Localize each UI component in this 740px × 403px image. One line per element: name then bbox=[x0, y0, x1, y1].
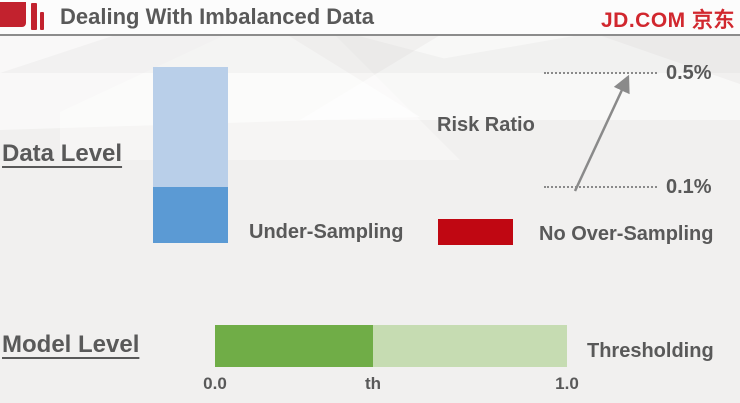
logo-mark-icon bbox=[40, 12, 44, 30]
model-level-label: Model Level bbox=[2, 331, 140, 358]
risk-ratio-low-value: 0.1% bbox=[666, 176, 712, 198]
axis-tick-end: 1.0 bbox=[555, 374, 579, 393]
logo-mark-icon bbox=[31, 3, 37, 30]
logo-mark-icon bbox=[0, 2, 26, 27]
risk-increase-arrow-icon bbox=[573, 74, 630, 192]
risk-ratio-high-value: 0.5% bbox=[666, 62, 712, 84]
under-sampling-bar bbox=[153, 67, 228, 243]
risk-ratio-low-leader-line bbox=[544, 186, 657, 188]
thresholding-bar-above-threshold-segment bbox=[373, 325, 567, 367]
slide-title: Dealing With Imbalanced Data bbox=[60, 4, 374, 29]
axis-tick-start: 0.0 bbox=[203, 374, 227, 393]
under-sampling-label: Under-Sampling bbox=[249, 221, 404, 243]
risk-ratio-label: Risk Ratio bbox=[437, 114, 535, 136]
jd-com-logo: JD.COM 京东 bbox=[600, 9, 735, 32]
thresholding-bar-below-threshold-segment bbox=[215, 325, 373, 367]
thresholding-bar bbox=[215, 325, 567, 367]
no-over-sampling-bar bbox=[438, 219, 513, 245]
under-sampling-bar-kept-segment bbox=[153, 187, 228, 243]
axis-tick-threshold: th bbox=[364, 374, 382, 393]
data-level-label: Data Level bbox=[2, 140, 123, 167]
slide-header: Dealing With Imbalanced Data JD.COM 京东 bbox=[0, 0, 740, 36]
under-sampling-bar-removed-segment bbox=[153, 67, 228, 187]
thresholding-label: Thresholding bbox=[587, 340, 714, 362]
no-over-sampling-label: No Over-Sampling bbox=[539, 223, 714, 245]
